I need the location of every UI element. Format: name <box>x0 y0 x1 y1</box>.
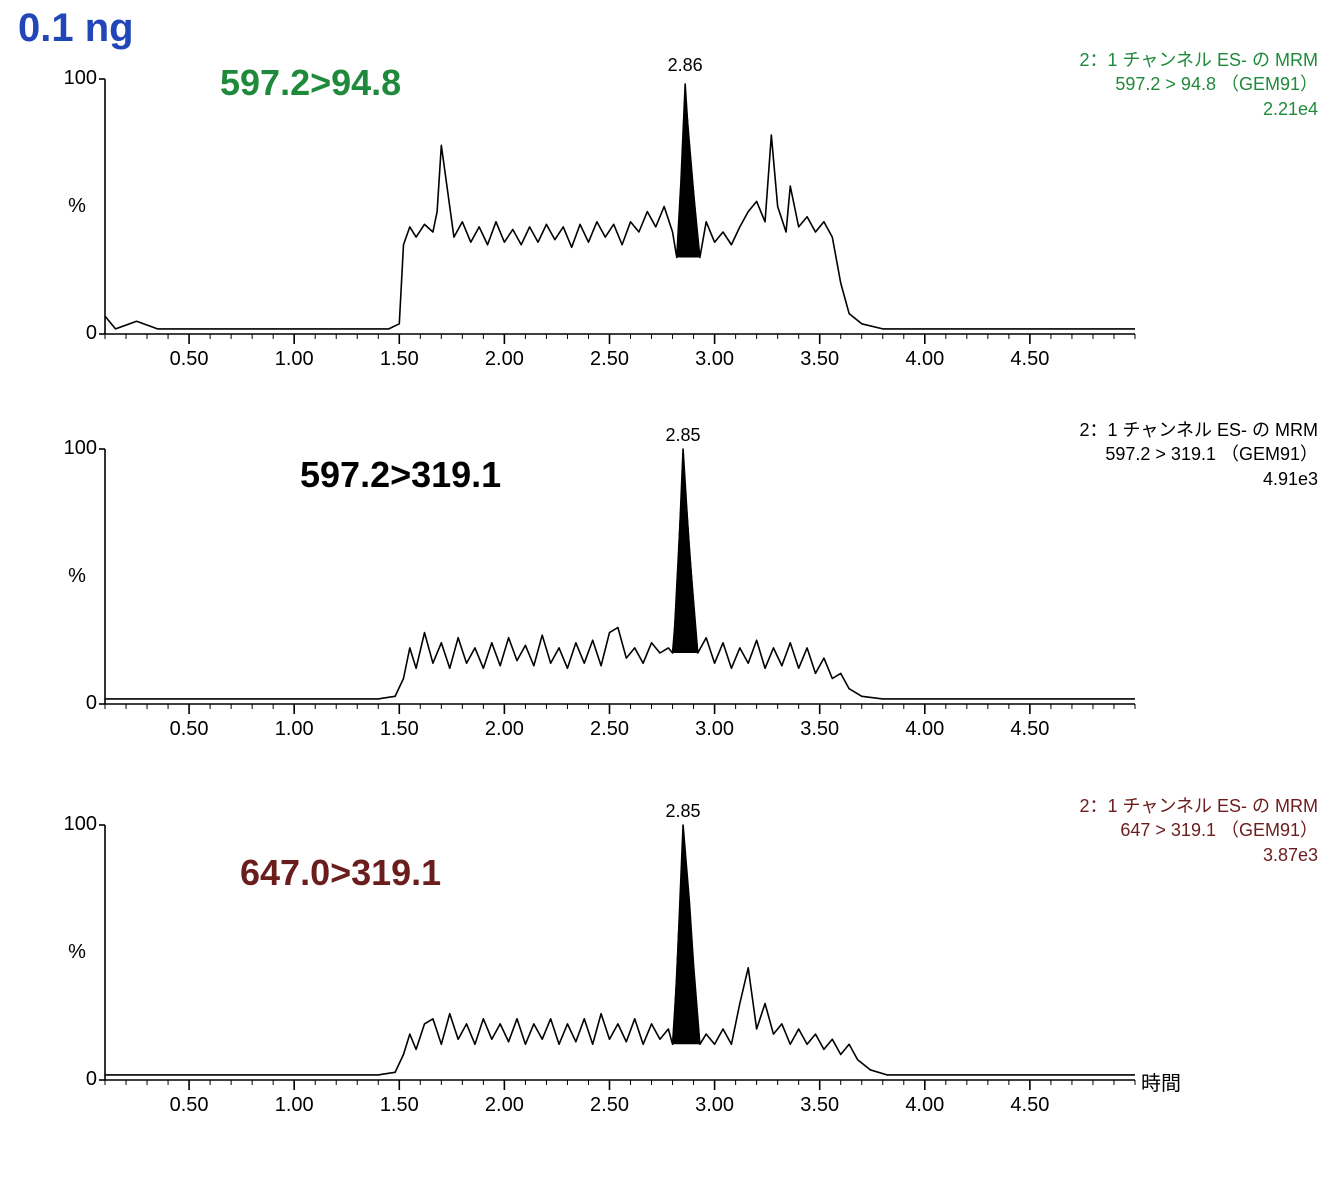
plot-area-2 <box>105 449 1135 704</box>
peak-retention-time: 2.85 <box>658 801 708 822</box>
y-tick-label: 100 <box>47 67 97 90</box>
panel-header-line: 2：1 チャンネル ES- の MRM <box>1080 48 1318 72</box>
y-axis-title: % <box>57 565 97 588</box>
panel-header-line: 2.21e4 <box>1080 97 1318 121</box>
panel-header: 2：1 チャンネル ES- の MRM597.2 > 319.1 （GEM91）… <box>1080 418 1318 491</box>
x-tick-label: 1.00 <box>264 348 324 371</box>
x-tick-label: 1.00 <box>264 718 324 741</box>
x-tick-label: 2.50 <box>579 718 639 741</box>
x-tick-label: 3.50 <box>790 348 850 371</box>
panel-header-line: 4.91e3 <box>1080 467 1318 491</box>
x-tick-label: 4.50 <box>1000 348 1060 371</box>
x-tick-label: 2.50 <box>579 1094 639 1117</box>
x-tick-label: 0.50 <box>159 348 219 371</box>
x-tick-label: 4.00 <box>895 718 955 741</box>
x-tick-label: 2.00 <box>474 348 534 371</box>
y-tick-label: 0 <box>47 1068 97 1091</box>
chromatogram-svg-1 <box>104 78 1136 348</box>
x-tick-label: 3.50 <box>790 1094 850 1117</box>
panel-header-line: 647 > 319.1 （GEM91） <box>1080 818 1318 842</box>
chromatogram-svg-2 <box>104 448 1136 718</box>
peak-retention-time: 2.85 <box>658 425 708 446</box>
mrm-transition-label: 647.0>319.1 <box>240 852 441 894</box>
y-tick-label: 100 <box>47 813 97 836</box>
panel-header-line: 597.2 > 319.1 （GEM91） <box>1080 442 1318 466</box>
panel-header-line: 2：1 チャンネル ES- の MRM <box>1080 418 1318 442</box>
x-tick-label: 1.00 <box>264 1094 324 1117</box>
panel-header-line: 2：1 チャンネル ES- の MRM <box>1080 794 1318 818</box>
x-tick-label: 3.00 <box>685 348 745 371</box>
x-tick-label: 0.50 <box>159 1094 219 1117</box>
x-tick-label: 2.50 <box>579 348 639 371</box>
x-axis-title: 時間 <box>1141 1067 1181 1096</box>
panel-header-line: 597.2 > 94.8 （GEM91） <box>1080 72 1318 96</box>
panel-header: 2：1 チャンネル ES- の MRM597.2 > 94.8 （GEM91）2… <box>1080 48 1318 121</box>
x-tick-label: 1.50 <box>369 348 429 371</box>
x-tick-label: 3.00 <box>685 718 745 741</box>
x-tick-label: 4.00 <box>895 348 955 371</box>
y-tick-label: 0 <box>47 322 97 345</box>
panel-header: 2：1 チャンネル ES- の MRM647 > 319.1 （GEM91）3.… <box>1080 794 1318 867</box>
x-tick-label: 2.00 <box>474 1094 534 1117</box>
y-axis-title: % <box>57 195 97 218</box>
x-tick-label: 3.50 <box>790 718 850 741</box>
x-tick-label: 4.50 <box>1000 1094 1060 1117</box>
x-tick-label: 1.50 <box>369 1094 429 1117</box>
y-tick-label: 100 <box>47 437 97 460</box>
plot-area-1 <box>105 79 1135 334</box>
y-axis-title: % <box>57 941 97 964</box>
peak-retention-time: 2.86 <box>660 55 710 76</box>
x-tick-label: 3.00 <box>685 1094 745 1117</box>
mrm-transition-label: 597.2>94.8 <box>220 62 401 104</box>
x-tick-label: 1.50 <box>369 718 429 741</box>
x-tick-label: 2.00 <box>474 718 534 741</box>
mrm-transition-label: 597.2>319.1 <box>300 454 501 496</box>
y-tick-label: 0 <box>47 692 97 715</box>
x-tick-label: 0.50 <box>159 718 219 741</box>
x-tick-label: 4.50 <box>1000 718 1060 741</box>
panel-header-line: 3.87e3 <box>1080 843 1318 867</box>
x-tick-label: 4.00 <box>895 1094 955 1117</box>
